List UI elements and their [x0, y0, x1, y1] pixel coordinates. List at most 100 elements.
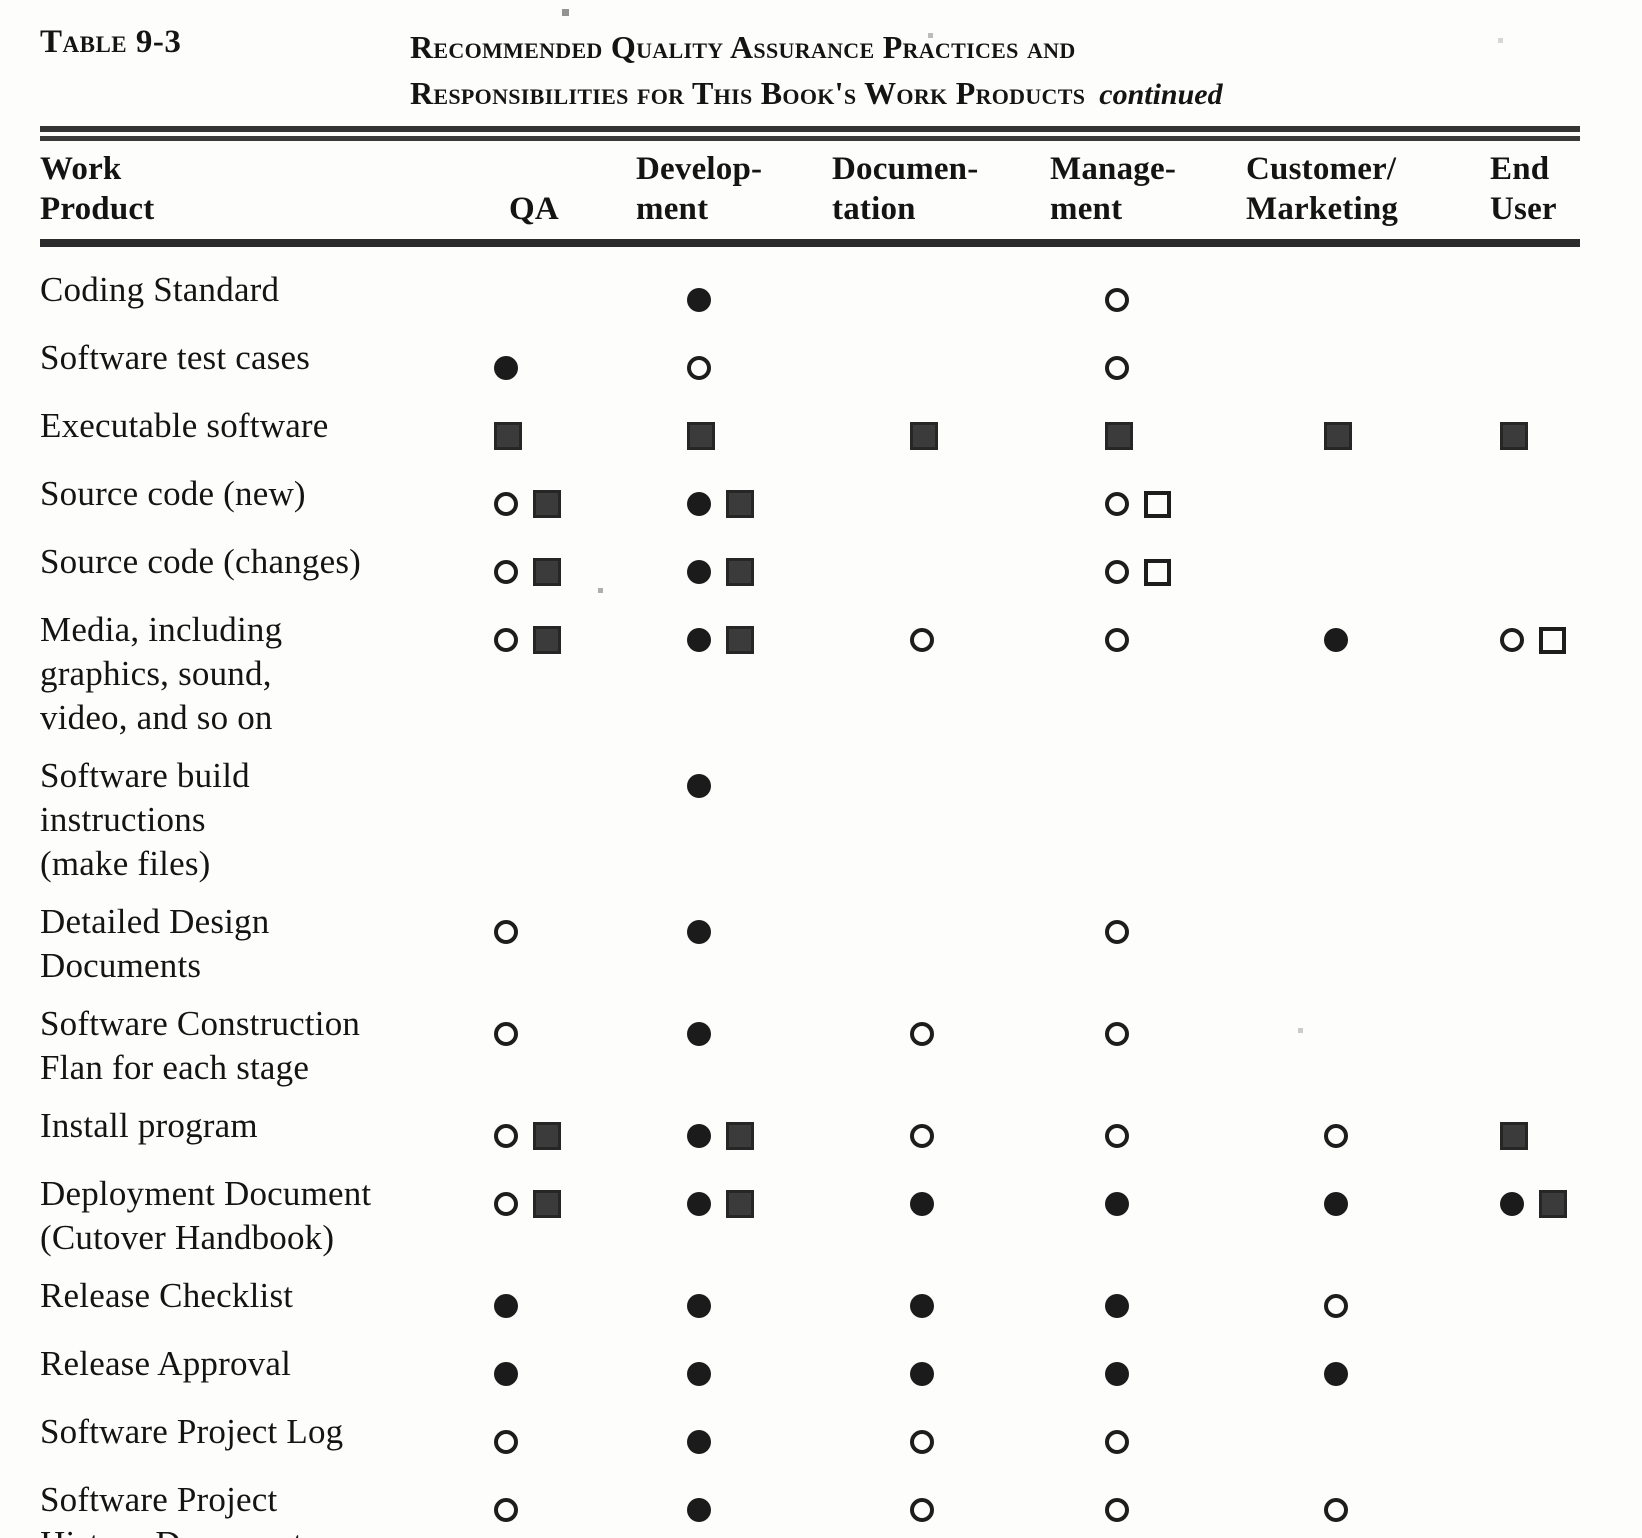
filled-circle-symbol — [687, 774, 711, 798]
symbol-cell-end-user — [1490, 754, 1580, 808]
open-circle-symbol — [1105, 920, 1129, 944]
symbol-cell-documentation — [832, 268, 1050, 322]
table-row: Software build instructions (make files) — [40, 747, 1580, 893]
filled-circle-symbol — [494, 1362, 518, 1386]
header-rule — [40, 239, 1580, 247]
symbol-cell-end-user — [1490, 1478, 1580, 1532]
symbol-cell-customer-marketing — [1246, 336, 1490, 390]
filled-square-symbol — [1539, 1190, 1567, 1218]
table-row: Deployment Document (Cutover Handbook) — [40, 1165, 1580, 1267]
work-product-name: Software Construction Flan for each stag… — [40, 1004, 361, 1087]
open-circle-symbol — [494, 628, 518, 652]
work-product-name: Detailed Design Documents — [40, 902, 270, 985]
symbol-cell-management — [1050, 540, 1246, 594]
filled-circle-symbol — [910, 1294, 934, 1318]
work-product-name: Install program — [40, 1106, 258, 1145]
table-label: Table 9-3 — [40, 24, 182, 60]
symbol-cell-documentation — [832, 1410, 1050, 1464]
symbol-cell-documentation — [832, 336, 1050, 390]
symbol-cell-documentation — [832, 540, 1050, 594]
filled-square-symbol — [1105, 422, 1133, 450]
column-header-customer-marketing: Customer/ Marketing — [1246, 151, 1399, 227]
symbol-cell-end-user — [1490, 268, 1580, 322]
symbol-cell-development — [636, 608, 832, 662]
filled-circle-symbol — [687, 628, 711, 652]
symbol-cell-management — [1050, 900, 1246, 954]
symbol-cell-end-user — [1490, 1410, 1580, 1464]
open-circle-symbol — [1105, 356, 1129, 380]
symbol-cell-documentation — [832, 1002, 1050, 1056]
open-circle-symbol — [1324, 1498, 1348, 1522]
table-row: Software test cases — [40, 329, 1580, 397]
table-row: Software Construction Flan for each stag… — [40, 995, 1580, 1097]
open-circle-symbol — [494, 1192, 518, 1216]
symbol-cell-end-user — [1490, 1274, 1580, 1328]
symbol-cell-management — [1050, 1172, 1246, 1226]
filled-circle-symbol — [687, 1362, 711, 1386]
filled-square-symbol — [1324, 422, 1352, 450]
symbol-cell-qa — [490, 900, 636, 954]
open-square-symbol — [1539, 626, 1566, 654]
open-square-symbol — [1144, 558, 1171, 586]
symbol-cell-development — [636, 900, 832, 954]
open-square-symbol — [1144, 490, 1171, 518]
symbol-cell-qa — [490, 268, 636, 322]
symbol-cell-customer-marketing — [1246, 1172, 1490, 1226]
filled-circle-symbol — [1324, 628, 1348, 652]
symbol-cell-customer-marketing — [1246, 900, 1490, 954]
table-row: Source code (changes) — [40, 533, 1580, 601]
symbol-cell-customer-marketing — [1246, 540, 1490, 594]
symbol-cell-end-user — [1490, 900, 1580, 954]
open-circle-symbol — [910, 1430, 934, 1454]
work-product-name: Executable software — [40, 406, 329, 445]
continued-label: continued — [1099, 78, 1223, 111]
open-circle-symbol — [1105, 628, 1129, 652]
symbol-cell-qa — [490, 1104, 636, 1158]
table-row: Software Project Log — [40, 1403, 1580, 1471]
symbol-cell-customer-marketing — [1246, 754, 1490, 808]
open-circle-symbol — [687, 356, 711, 380]
symbol-cell-end-user — [1490, 336, 1580, 390]
symbol-cell-documentation — [832, 1172, 1050, 1226]
work-product-name: Software build instructions (make files) — [40, 756, 250, 883]
filled-circle-symbol — [687, 1124, 711, 1148]
symbol-cell-qa — [490, 336, 636, 390]
filled-circle-symbol — [910, 1192, 934, 1216]
symbol-cell-development — [636, 754, 832, 808]
symbol-cell-documentation — [832, 754, 1050, 808]
symbol-cell-management — [1050, 1104, 1246, 1158]
symbol-cell-end-user — [1490, 1342, 1580, 1396]
work-product-name: Software Project History Document — [40, 1480, 303, 1538]
symbol-cell-qa — [490, 1172, 636, 1226]
open-circle-symbol — [910, 1124, 934, 1148]
table-body: Coding Standard Software test cases Execut… — [40, 247, 1580, 1538]
work-product-name: Coding Standard — [40, 270, 280, 309]
column-header-work-product: Work Product — [40, 151, 155, 227]
symbol-cell-qa — [490, 1342, 636, 1396]
open-circle-symbol — [1105, 1498, 1129, 1522]
filled-square-symbol — [726, 1190, 754, 1218]
open-circle-symbol — [1105, 492, 1129, 516]
column-header-management: Manage- ment — [1050, 151, 1177, 227]
filled-circle-symbol — [1324, 1362, 1348, 1386]
table-row: Install program — [40, 1097, 1580, 1165]
symbol-cell-end-user — [1490, 1002, 1580, 1056]
scan-noise — [0, 0, 1, 1]
symbol-cell-qa — [490, 608, 636, 662]
table-row: Release Approval — [40, 1335, 1580, 1403]
filled-square-symbol — [533, 1122, 561, 1150]
symbol-cell-documentation — [832, 1274, 1050, 1328]
filled-square-symbol — [910, 422, 938, 450]
work-product-name: Deployment Document (Cutover Handbook) — [40, 1174, 372, 1257]
symbol-cell-customer-marketing — [1246, 472, 1490, 526]
symbol-cell-customer-marketing — [1246, 1274, 1490, 1328]
table-row: Detailed Design Documents — [40, 893, 1580, 995]
filled-circle-symbol — [687, 288, 711, 312]
open-circle-symbol — [494, 1022, 518, 1046]
symbol-cell-end-user — [1490, 608, 1580, 662]
table-9-3: Table 9-3 Recommended Quality Assurance … — [40, 0, 1580, 1538]
column-header-documentation: Documen- tation — [832, 151, 979, 227]
table-title: Recommended Quality Assurance Practices … — [410, 24, 1580, 118]
filled-square-symbol — [533, 558, 561, 586]
